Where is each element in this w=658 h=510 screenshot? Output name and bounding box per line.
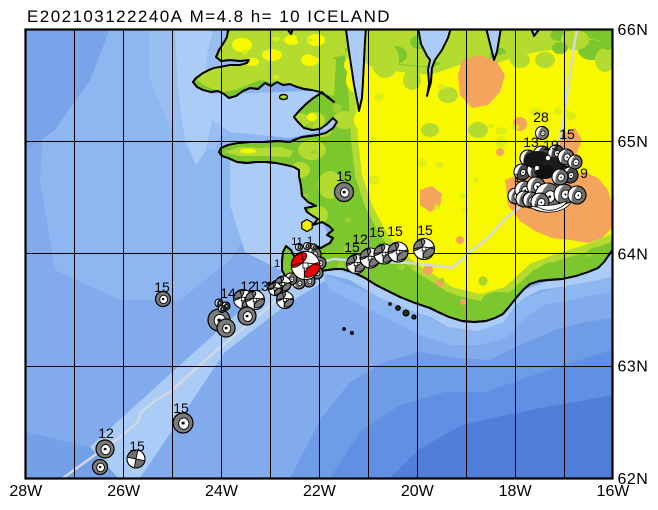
svg-text:13: 13 <box>253 278 269 294</box>
svg-text:12: 12 <box>352 231 368 247</box>
svg-text:12: 12 <box>240 278 256 294</box>
svg-text:19: 19 <box>543 137 559 153</box>
svg-text:20W: 20W <box>401 483 435 500</box>
svg-text:28: 28 <box>533 109 549 125</box>
svg-text:15: 15 <box>369 224 385 240</box>
svg-text:11: 11 <box>291 236 302 248</box>
svg-text:15: 15 <box>336 168 352 184</box>
svg-text:16W: 16W <box>597 483 631 500</box>
svg-text:22W: 22W <box>303 483 337 500</box>
svg-text:63N: 63N <box>618 359 649 376</box>
svg-text:18W: 18W <box>499 483 533 500</box>
svg-text:62N: 62N <box>618 471 649 488</box>
svg-text:15: 15 <box>559 126 575 142</box>
svg-text:15: 15 <box>344 239 360 255</box>
svg-text:24W: 24W <box>205 483 239 500</box>
svg-text:15: 15 <box>173 400 189 416</box>
svg-text:64N: 64N <box>618 246 649 263</box>
svg-text:14: 14 <box>220 285 236 301</box>
svg-text:1: 1 <box>274 258 280 270</box>
svg-text:15: 15 <box>417 222 433 238</box>
svg-text:66N: 66N <box>618 22 649 39</box>
svg-text:1: 1 <box>514 171 521 185</box>
svg-text:15: 15 <box>387 223 403 239</box>
svg-text:13: 13 <box>523 134 539 150</box>
svg-text:9: 9 <box>580 165 588 181</box>
svg-text:15: 15 <box>129 438 145 454</box>
svg-text:12: 12 <box>98 425 114 441</box>
svg-text:28W: 28W <box>9 483 43 500</box>
svg-text:15: 15 <box>154 279 170 295</box>
svg-text:1: 1 <box>307 235 313 247</box>
svg-text:26W: 26W <box>107 483 141 500</box>
svg-text:65N: 65N <box>618 134 649 151</box>
svg-text:E202103122240A M=4.8 h= 10 ICE: E202103122240A M=4.8 h= 10 ICELAND <box>27 7 391 26</box>
